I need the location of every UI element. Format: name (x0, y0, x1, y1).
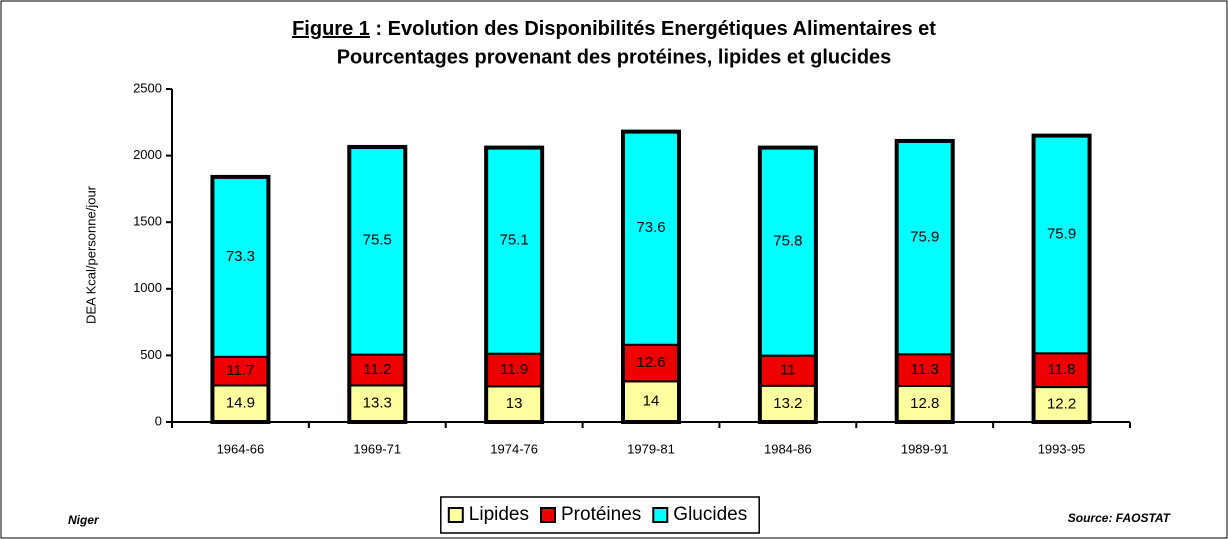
legend-swatch (540, 507, 557, 523)
bar-segment (758, 146, 817, 357)
bar-outline (210, 174, 271, 424)
note: Source: FAOSTAT (1068, 511, 1172, 525)
data-label: 14 (643, 393, 660, 410)
title-line: Pourcentages provenant des protéines, li… (337, 46, 892, 68)
data-label: 11.2 (363, 361, 391, 378)
bar-outline (1031, 133, 1092, 424)
data-label: 13 (506, 395, 523, 412)
data-label: 13.3 (363, 395, 392, 412)
y-tick-label: 1000 (133, 280, 162, 295)
data-label: 12.2 (1047, 395, 1076, 412)
x-tick-label: 1974-76 (490, 441, 538, 456)
bar-segment (211, 176, 270, 358)
data-label: 75.5 (363, 232, 392, 249)
data-label: 73.3 (226, 248, 255, 265)
chart-title: Figure 1 : Evolution des Disponibilités … (292, 18, 936, 40)
y-tick-label: 0 (155, 413, 162, 428)
bar-outline (347, 144, 408, 425)
bar-segment (485, 146, 544, 355)
legend-label: Lipides (469, 504, 529, 525)
data-label: 75.1 (500, 232, 529, 249)
data-label: 11.3 (911, 361, 939, 378)
legend-swatch (652, 507, 669, 523)
x-tick-label: 1989-91 (901, 441, 949, 456)
data-label: 11.7 (226, 362, 254, 379)
bar-segment (211, 355, 270, 387)
data-label: 75.9 (1047, 226, 1076, 243)
bar-segment (485, 352, 544, 388)
bar-segment (895, 139, 954, 356)
y-axis-label: DEA Kcal/personne/jour (83, 185, 98, 324)
data-label: 12.6 (636, 354, 665, 371)
bar-outline (894, 138, 955, 424)
title-line: : Evolution des Disponibilités Energétiq… (370, 18, 936, 40)
data-label: 13.2 (773, 395, 802, 412)
data-label: 73.6 (636, 219, 665, 236)
x-tick-label: 1969-71 (353, 441, 401, 456)
data-label: 12.8 (910, 395, 939, 412)
x-tick-label: 1979-81 (627, 441, 675, 456)
legend-label: Glucides (673, 504, 747, 525)
bar-outline (757, 145, 818, 424)
bar-segment (622, 130, 680, 346)
data-label: 11 (780, 362, 796, 379)
data-label: 75.9 (910, 229, 939, 246)
bar-outline (621, 129, 681, 424)
y-tick-label: 500 (140, 347, 162, 362)
bar-segment (348, 145, 407, 356)
title-prefix: Figure 1 (292, 18, 370, 40)
y-tick-label: 1500 (133, 214, 162, 229)
note: Niger (68, 513, 100, 527)
bar-outline (484, 145, 545, 424)
x-tick-label: 1993-95 (1038, 441, 1086, 456)
y-tick-label: 2000 (133, 147, 162, 162)
data-label: 11.8 (1048, 361, 1076, 378)
legend (440, 496, 760, 534)
y-tick-label: 2500 (133, 80, 162, 95)
x-tick-label: 1964-66 (217, 441, 265, 456)
data-label: 14.9 (226, 395, 255, 412)
data-label: 75.8 (773, 233, 802, 250)
legend-swatch (447, 507, 464, 523)
data-label: 11.9 (500, 361, 528, 378)
legend-label: Protéines (561, 504, 641, 525)
bar-segment (1032, 134, 1091, 355)
x-tick-label: 1984-86 (764, 441, 812, 456)
